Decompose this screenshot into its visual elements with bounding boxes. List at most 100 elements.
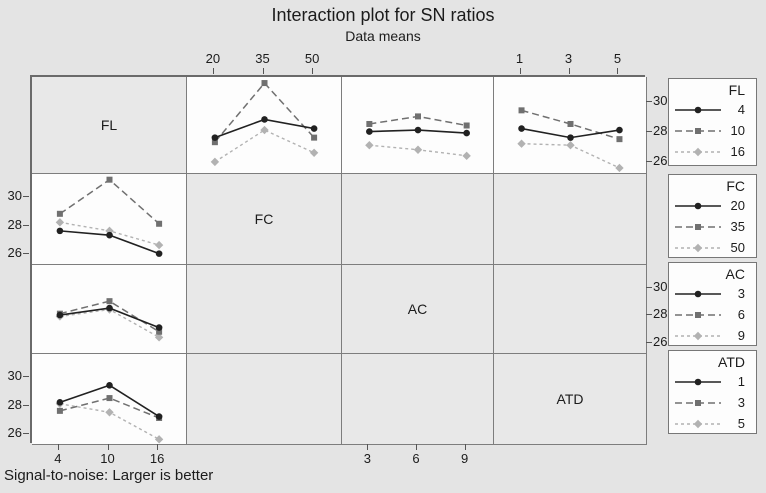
square-marker bbox=[56, 407, 63, 414]
panel-fc-by-fl-plot bbox=[55, 176, 164, 257]
legend-entry: 35 bbox=[669, 216, 756, 237]
diamond-marker bbox=[154, 240, 164, 250]
legend-entry-label: 35 bbox=[730, 219, 745, 234]
legend-ac: AC 3 6 9 bbox=[668, 262, 757, 346]
axis-tick bbox=[646, 286, 652, 288]
chart-subtitle: Data means bbox=[345, 28, 421, 44]
circle-marker bbox=[414, 126, 422, 134]
legend-entry-label: 3 bbox=[737, 395, 745, 410]
panel-atd-by-fl bbox=[32, 354, 187, 445]
axis-tick bbox=[519, 68, 521, 74]
axis-tick bbox=[646, 314, 652, 316]
legend-entry: 3 bbox=[669, 283, 756, 304]
legend-sample-diamond bbox=[675, 147, 721, 156]
empty-panel bbox=[187, 354, 342, 445]
legend-entry: 50 bbox=[669, 237, 756, 258]
x-tick-label: 5 bbox=[613, 51, 622, 66]
legend-sample-circle bbox=[675, 106, 721, 113]
diamond-marker bbox=[260, 125, 269, 135]
diamond-marker bbox=[210, 157, 220, 167]
square-marker bbox=[366, 120, 373, 127]
legend-entry: 1 bbox=[669, 371, 756, 392]
empty-panel bbox=[187, 265, 342, 354]
x-tick-label: 1 bbox=[515, 51, 524, 66]
legend-entry-label: 16 bbox=[730, 144, 745, 159]
diamond-marker bbox=[462, 151, 471, 161]
legend-entry: 3 bbox=[669, 392, 756, 413]
circle-marker bbox=[310, 125, 318, 132]
y-tick-label: 26 bbox=[653, 153, 668, 169]
circle-marker bbox=[463, 129, 470, 137]
series-line-fc-35 bbox=[59, 178, 160, 225]
empty-panel bbox=[342, 354, 494, 445]
axis-tick bbox=[646, 131, 652, 133]
x-tick-label: 20 bbox=[205, 51, 221, 66]
axis-tick bbox=[23, 253, 29, 255]
panel-fl-by-ac bbox=[342, 77, 494, 174]
square-marker bbox=[261, 80, 268, 87]
axis-tick bbox=[312, 68, 314, 74]
circle-marker bbox=[518, 125, 525, 132]
axis-tick bbox=[212, 68, 214, 74]
diamond-marker bbox=[517, 139, 526, 148]
legend-entry: 4 bbox=[669, 99, 756, 120]
legend-sample-diamond bbox=[675, 331, 721, 340]
diamond-marker bbox=[154, 435, 164, 444]
empty-panel bbox=[494, 265, 647, 354]
circle-marker bbox=[616, 126, 623, 134]
panel-matrix: FL FC AC ATD bbox=[30, 75, 647, 445]
circle-marker bbox=[56, 227, 64, 235]
diamond-marker bbox=[309, 148, 319, 157]
legend-title: ATD bbox=[718, 354, 745, 370]
square-marker bbox=[106, 395, 113, 402]
chart-title: Interaction plot for SN ratios bbox=[271, 5, 495, 25]
legend-sample-diamond bbox=[675, 419, 721, 428]
diagonal-panel-fl: FL bbox=[32, 77, 187, 174]
diamond-marker bbox=[105, 408, 114, 417]
square-marker bbox=[106, 298, 113, 305]
footnote: Signal-to-noise: Larger is better bbox=[4, 467, 214, 484]
panel-fl-by-fc bbox=[187, 77, 342, 174]
axis-tick bbox=[23, 433, 29, 435]
y-tick-label: 26 bbox=[7, 425, 22, 441]
axis-tick bbox=[416, 444, 417, 450]
diagonal-panel-fc: FC bbox=[187, 174, 342, 265]
legend-entry-label: 20 bbox=[730, 198, 745, 213]
x-tick-label: 10 bbox=[100, 451, 115, 466]
x-tick-label: 6 bbox=[412, 451, 420, 466]
circle-marker bbox=[261, 116, 268, 123]
panel-ac-by-fl bbox=[32, 265, 187, 354]
legend-entry-label: 4 bbox=[737, 102, 745, 117]
panel-ac-by-fl-plot bbox=[55, 298, 164, 342]
legend-entry: 20 bbox=[669, 195, 756, 216]
circle-marker bbox=[694, 106, 702, 113]
panel-fl-by-ac-plot bbox=[365, 113, 471, 161]
circle-marker bbox=[56, 311, 64, 319]
y-tick-label: 28 bbox=[7, 216, 22, 232]
legend-entry-label: 9 bbox=[737, 328, 745, 343]
axis-tick bbox=[23, 376, 29, 378]
legend-entry: 9 bbox=[669, 325, 756, 346]
axis-tick bbox=[157, 444, 159, 450]
axis-tick bbox=[23, 404, 29, 406]
legend-entry-label: 10 bbox=[730, 123, 745, 138]
square-marker bbox=[518, 107, 525, 114]
x-tick-label: 16 bbox=[149, 451, 165, 466]
legend-entry: 10 bbox=[669, 120, 756, 141]
square-marker bbox=[463, 122, 470, 129]
square-marker bbox=[695, 311, 701, 318]
diamond-marker bbox=[693, 243, 703, 252]
circle-marker bbox=[155, 324, 163, 331]
axis-tick bbox=[367, 444, 369, 450]
legend-entry: 5 bbox=[669, 413, 756, 434]
legend-sample-circle bbox=[675, 378, 721, 385]
panel-fl-by-fc-plot bbox=[210, 80, 319, 167]
diamond-marker bbox=[693, 419, 703, 428]
y-tick-label: 28 bbox=[653, 123, 668, 139]
diamond-marker bbox=[615, 163, 624, 173]
circle-marker bbox=[106, 304, 113, 312]
circle-marker bbox=[694, 378, 702, 385]
legend-entry-label: 1 bbox=[737, 374, 745, 389]
factor-label-atd: ATD bbox=[556, 391, 584, 407]
